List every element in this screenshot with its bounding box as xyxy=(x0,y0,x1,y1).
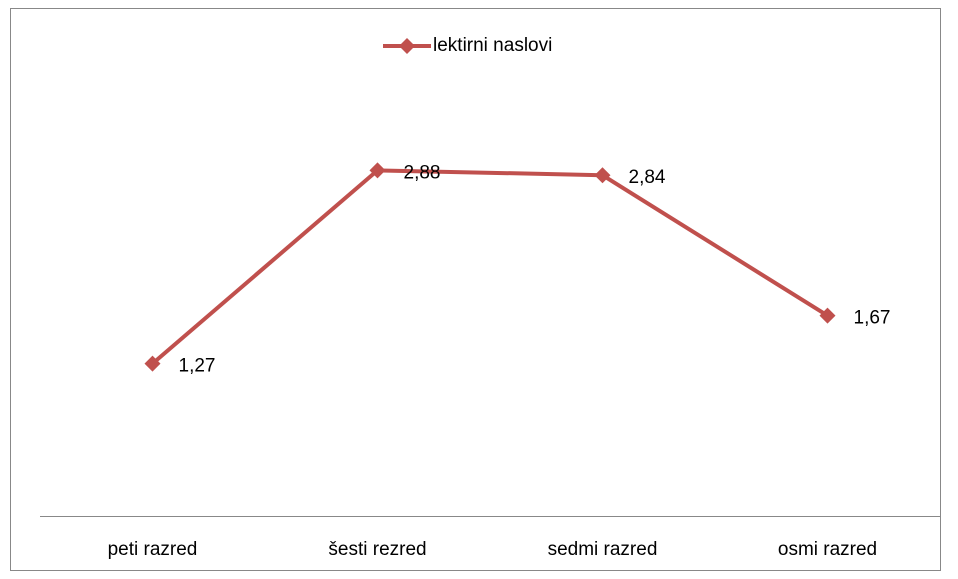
data-point xyxy=(594,167,611,184)
x-tick-label: peti razred xyxy=(108,539,198,560)
chart-frame xyxy=(10,8,941,571)
data-point xyxy=(369,162,386,179)
series-line xyxy=(151,168,829,366)
data-label: 1,67 xyxy=(854,308,891,329)
data-label: 1,27 xyxy=(179,356,216,377)
legend-marker xyxy=(399,38,415,54)
legend-label: lektirni naslovi xyxy=(433,35,552,56)
x-tick-label: osmi razred xyxy=(778,539,877,560)
data-point xyxy=(819,307,836,324)
x-tick-label: šesti rezred xyxy=(328,539,426,560)
x-tick-label: sedmi razred xyxy=(548,539,658,560)
data-point xyxy=(144,355,161,372)
data-label: 2,88 xyxy=(404,162,441,183)
data-label: 2,84 xyxy=(629,167,666,188)
